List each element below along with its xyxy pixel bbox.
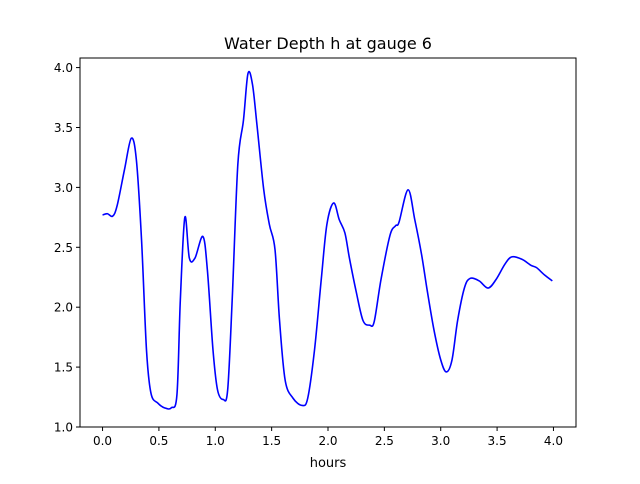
x-axis-label: hours bbox=[310, 456, 347, 471]
x-tick-label: 1.5 bbox=[262, 434, 281, 448]
x-tick-label: 0.0 bbox=[93, 434, 112, 448]
y-tick-label: 2.5 bbox=[54, 241, 73, 255]
x-axis-ticks: 0.0 0.5 1.0 1.5 2.0 2.5 3.0 3.5 4.0 bbox=[93, 427, 563, 448]
x-tick-label: 2.5 bbox=[375, 434, 394, 448]
y-axis-ticks: 1.0 1.5 2.0 2.5 3.0 3.5 4.0 bbox=[54, 61, 80, 435]
y-tick-label: 2.0 bbox=[54, 301, 73, 315]
y-tick-label: 3.5 bbox=[54, 121, 73, 135]
x-tick-label: 3.0 bbox=[431, 434, 450, 448]
series-line-h bbox=[102, 70, 553, 410]
y-tick-label: 4.0 bbox=[54, 61, 73, 75]
x-tick-label: 2.0 bbox=[318, 434, 337, 448]
x-tick-label: 1.0 bbox=[206, 434, 225, 448]
y-tick-label: 1.5 bbox=[54, 361, 73, 375]
x-tick-label: 4.0 bbox=[544, 434, 563, 448]
chart-title: Water Depth h at gauge 6 bbox=[224, 34, 432, 53]
x-tick-label: 0.5 bbox=[149, 434, 168, 448]
x-tick-label: 3.5 bbox=[488, 434, 507, 448]
y-tick-label: 1.0 bbox=[54, 421, 73, 435]
y-tick-label: 3.0 bbox=[54, 181, 73, 195]
plot-series bbox=[102, 70, 553, 410]
